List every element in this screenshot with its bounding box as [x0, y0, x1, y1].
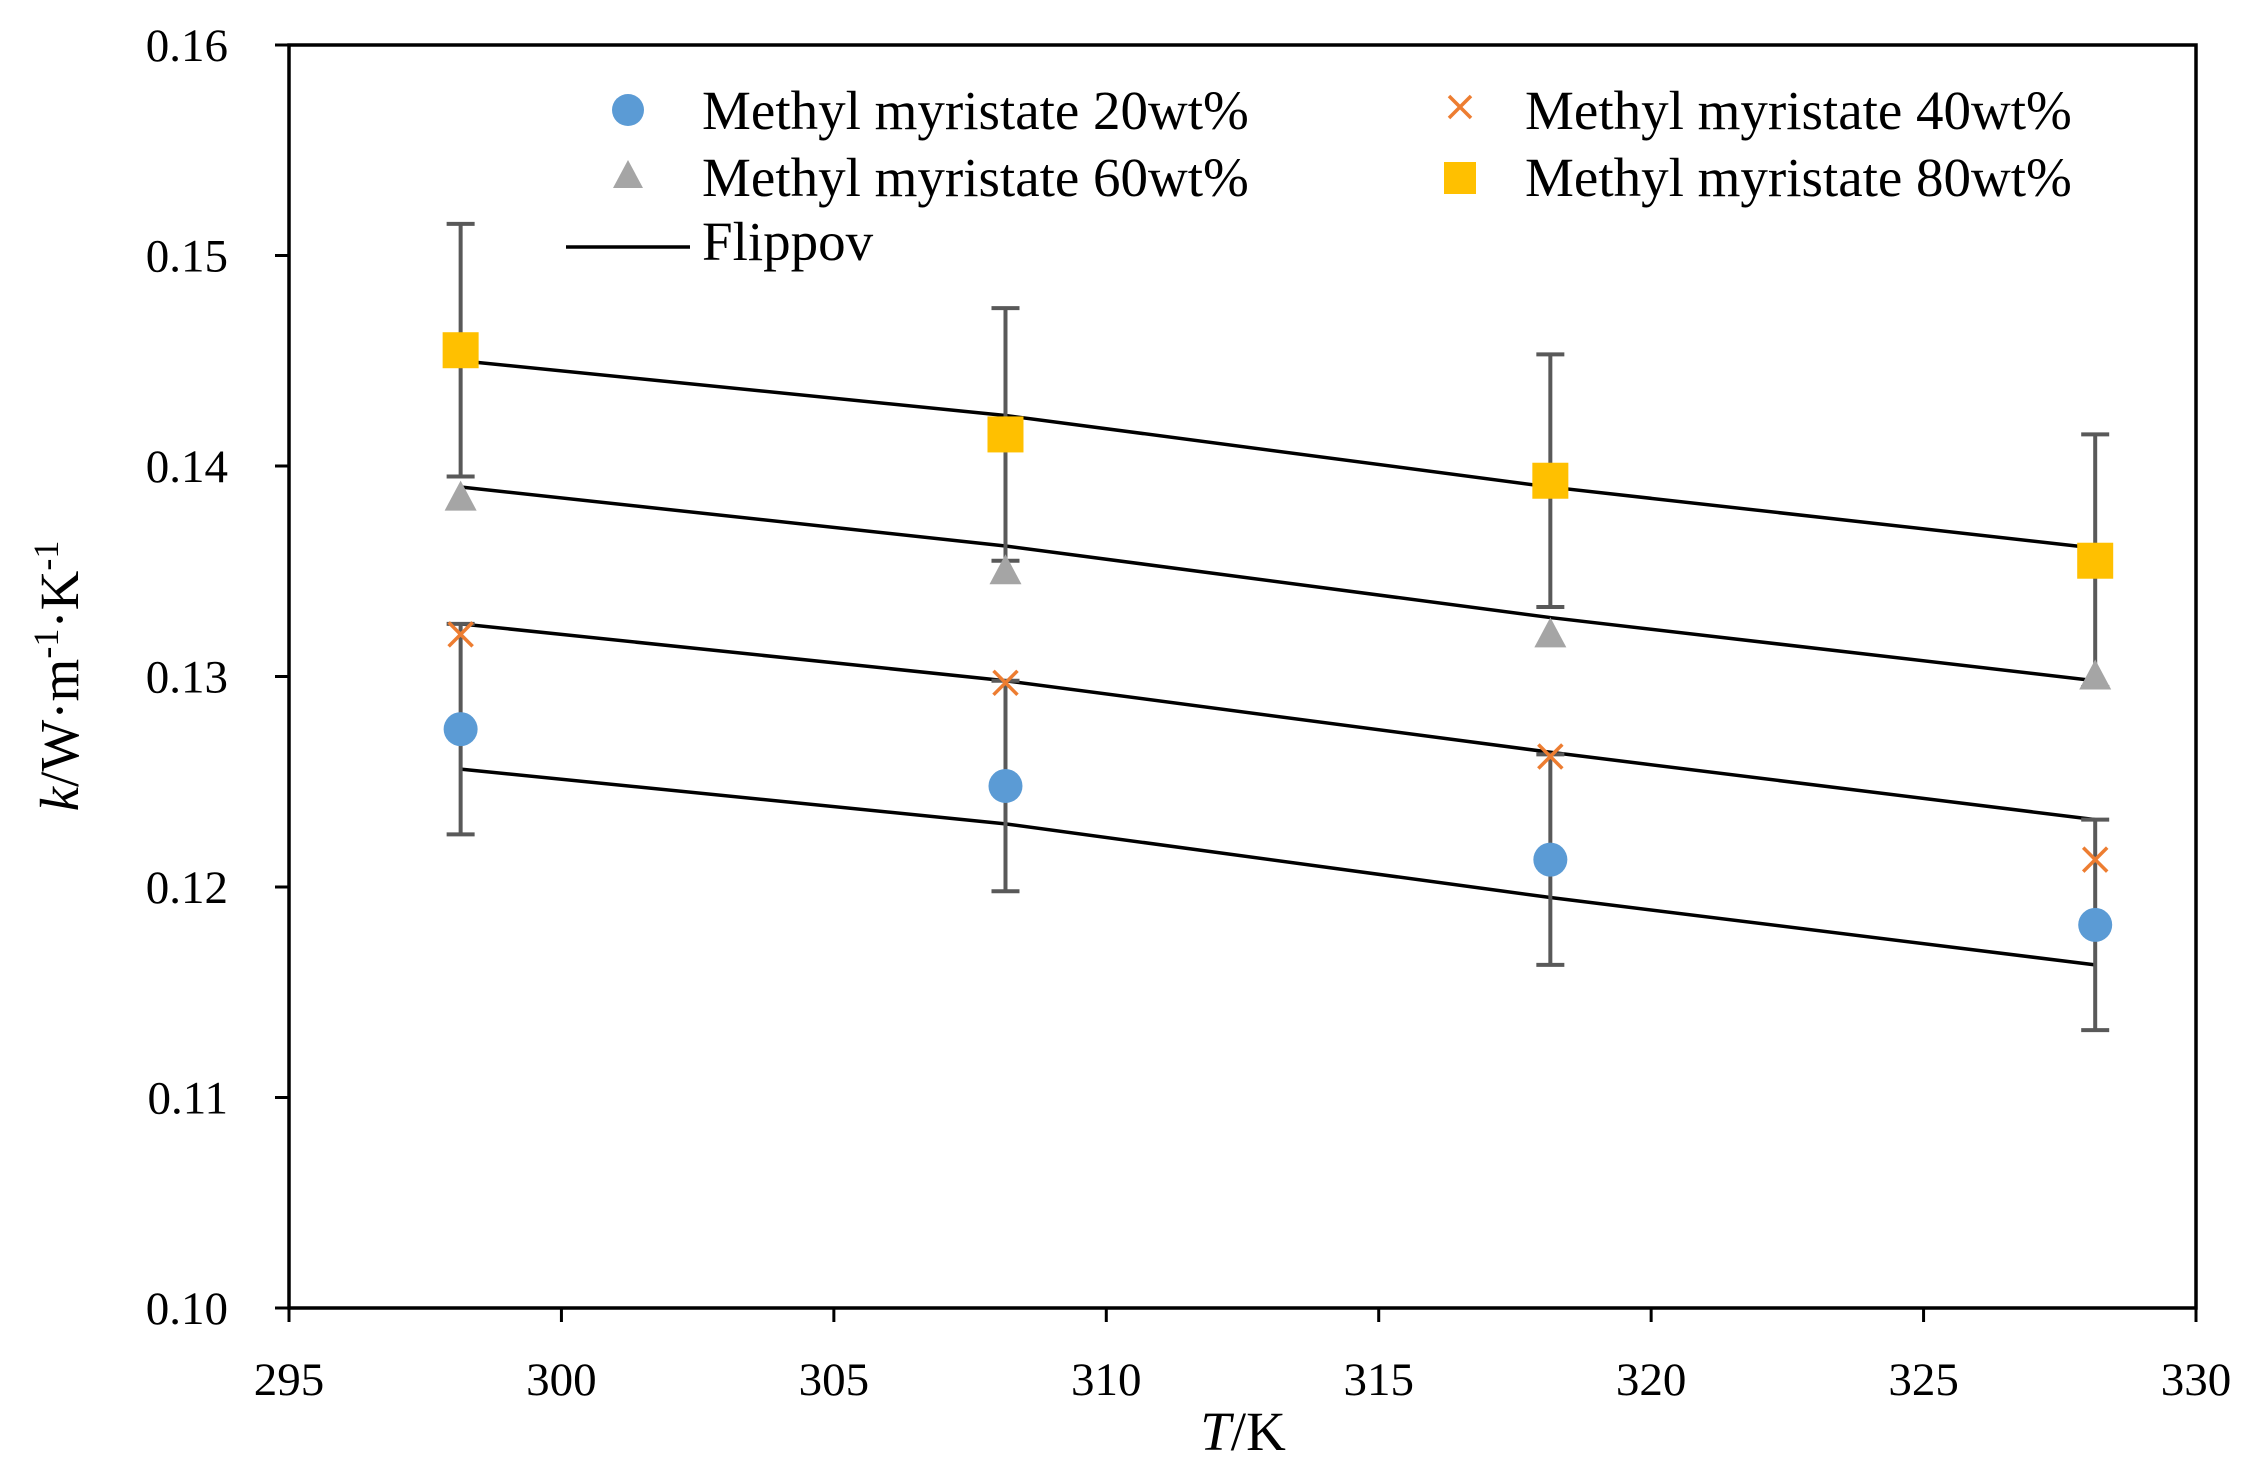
- x-tick-label: 330: [2161, 1354, 2232, 1406]
- data-point-20wt: [1533, 842, 1568, 877]
- data-point-60wt: [444, 480, 477, 511]
- flippov-model-line: [460, 622, 2096, 822]
- x-tick-label: 320: [1616, 1354, 1687, 1406]
- y-axis-title: k/W·m-1·K-1: [26, 541, 90, 812]
- model-lines: [460, 359, 2096, 967]
- legend-label-flippov: Flippov: [702, 211, 874, 272]
- legend-marker-40wt: [1447, 94, 1473, 120]
- y-tick-label: 0.14: [146, 441, 228, 493]
- data-point-60wt: [989, 554, 1022, 585]
- data-point-60wt: [2079, 659, 2112, 690]
- x-tick-label: 300: [526, 1354, 597, 1406]
- x-axis-title: T/K: [1200, 1401, 1286, 1462]
- data-point-80wt: [987, 416, 1024, 453]
- data-point-20wt: [2078, 907, 2113, 942]
- data-point-80wt: [442, 332, 479, 369]
- flippov-model-line: [460, 485, 2096, 683]
- flippov-model-line: [460, 767, 2096, 967]
- legend-label-60wt: Methyl myristate 60wt%: [702, 147, 1249, 208]
- data-points: [442, 332, 2114, 942]
- legend-marker-60wt: [613, 160, 643, 188]
- data-point-80wt: [2077, 542, 2114, 579]
- legend-marker-80wt: [1444, 162, 1476, 194]
- data-point-60wt: [1534, 617, 1567, 648]
- y-tick-label: 0.13: [146, 652, 228, 704]
- y-tick-label: 0.10: [146, 1283, 228, 1335]
- legend-marker-20wt: [612, 94, 644, 126]
- x-tick-label: 295: [254, 1354, 325, 1406]
- data-point-40wt: [2081, 846, 2109, 873]
- data-point-40wt: [1537, 743, 1564, 770]
- data-point-80wt: [1532, 462, 1569, 499]
- legend-label-80wt: Methyl myristate 80wt%: [1525, 147, 2072, 208]
- x-tick-label: 310: [1071, 1354, 1142, 1406]
- y-tick-label: 0.12: [146, 862, 228, 914]
- x-tick-label: 305: [799, 1354, 870, 1406]
- data-point-40wt: [447, 621, 474, 648]
- y-tick-label: 0.11: [147, 1073, 228, 1125]
- legend-label-20wt: Methyl myristate 20wt%: [702, 80, 1249, 141]
- axis-ticks: 295 300 305 310 315 320 325 330 0.10 0.11 0.12 0.13…: [146, 20, 2232, 1406]
- data-point-40wt: [992, 669, 1019, 697]
- x-tick-label: 315: [1343, 1354, 1414, 1406]
- error-bars: [446, 221, 2110, 1033]
- y-tick-label: 0.16: [146, 20, 228, 72]
- legend-label-40wt: Methyl myristate 40wt%: [1525, 80, 2072, 141]
- y-tick-label: 0.15: [146, 231, 228, 283]
- plot-area-frame: [287, 43, 2198, 1310]
- x-tick-label: 325: [1888, 1354, 1959, 1406]
- legend: Methyl myristate 20wt% Methyl myristate …: [566, 80, 2072, 272]
- data-point-20wt: [988, 768, 1023, 803]
- data-point-20wt: [443, 712, 478, 747]
- flippov-model-line: [460, 359, 2096, 550]
